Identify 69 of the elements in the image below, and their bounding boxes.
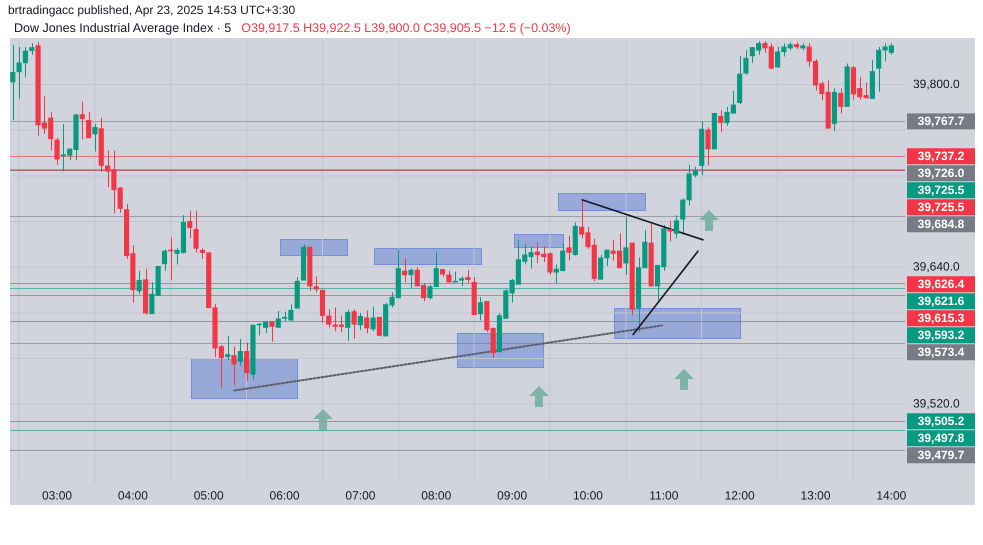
candlestick — [345, 309, 350, 342]
candlestick — [231, 346, 237, 386]
candlestick — [478, 296, 484, 321]
candlestick — [86, 112, 92, 139]
text: brtradingacc published, Apr 23, 2025 14:53 UTC+3:30 — [8, 3, 296, 17]
candlestick — [705, 126, 711, 166]
x-tick-label: 06:00 — [270, 488, 300, 503]
candlestick — [314, 276, 319, 293]
ref-line-label: 39,479.7 — [918, 448, 965, 462]
candlestick — [244, 342, 250, 382]
x-tick-label: 13:00 — [800, 488, 831, 503]
y-tick-label: 39,800.0 — [913, 76, 960, 91]
candlestick — [276, 310, 281, 328]
ref-line-label: 39,626.4 — [918, 277, 965, 292]
ref-line-label: 39,767.7 — [918, 114, 965, 128]
candlestick — [92, 124, 98, 152]
ref-line-label: 39,621.6 — [918, 294, 965, 308]
candlestick — [370, 306, 376, 332]
candlestick — [674, 214, 680, 239]
x-tick-label: 03:00 — [42, 488, 72, 503]
candlestick — [187, 210, 192, 239]
candlestick — [446, 270, 452, 283]
candlestick — [376, 316, 382, 337]
x-tick-label: 11:00 — [649, 488, 679, 503]
x-tick-label: 12:00 — [724, 488, 755, 503]
ref-line-label: 39,593.2 — [918, 328, 965, 342]
y-tick-label: 39,640.0 — [913, 260, 960, 274]
ref-line-label: 39,725.5 — [918, 183, 965, 198]
chart-title: Dow Jones Industrial Average Index · 5 — [14, 21, 232, 35]
x-tick-label: 04:00 — [118, 488, 148, 503]
candlestick — [269, 321, 274, 342]
ref-line-label: 39,573.4 — [918, 345, 965, 360]
candlestick — [136, 270, 142, 295]
candlestick — [10, 44, 16, 121]
candlestick — [465, 270, 470, 284]
ref-line-label: 39,615.3 — [918, 311, 965, 326]
ref-line-label: 39,726.0 — [918, 166, 965, 180]
candlestick — [80, 101, 85, 140]
candlestick — [162, 248, 168, 272]
x-tick-label: 10:00 — [572, 488, 604, 503]
x-tick-label: 07:00 — [345, 488, 376, 503]
candlestick — [623, 217, 628, 276]
x-tick-label: 14:00 — [876, 488, 907, 503]
ref-line-label: 39,737.2 — [918, 149, 965, 164]
candlestick — [668, 220, 673, 242]
x-tick-label: 09:00 — [497, 488, 528, 503]
candlestick — [408, 268, 414, 288]
candlestick — [452, 271, 458, 283]
candlestick — [193, 210, 199, 254]
candlestick — [402, 258, 408, 283]
ref-line-label: 39,725.5 — [918, 200, 965, 214]
x-tick-label: 08:00 — [421, 488, 452, 503]
candlestick — [743, 50, 749, 76]
candlestick — [352, 308, 357, 340]
candlestick — [718, 110, 724, 133]
y-tick-label: 39,520.0 — [913, 396, 960, 411]
candlestick — [238, 338, 243, 366]
candlestick — [364, 310, 370, 334]
candlestick — [838, 88, 844, 114]
ref-line-label: 39,497.8 — [918, 431, 965, 446]
ref-line-label: 39,505.2 — [918, 414, 965, 428]
candlestick — [358, 312, 363, 331]
x-tick-label: 05:00 — [194, 488, 224, 503]
chart-subtitle: O39,917.5 H39,922.5 L39,900.0 C39,905.5 −12.5 (−0.03%) — [241, 21, 571, 35]
candlestick — [225, 336, 230, 360]
ref-line-label: 39,684.8 — [918, 217, 965, 232]
candlestick — [566, 235, 572, 261]
candlestick — [54, 137, 60, 166]
candlestick — [168, 237, 174, 281]
